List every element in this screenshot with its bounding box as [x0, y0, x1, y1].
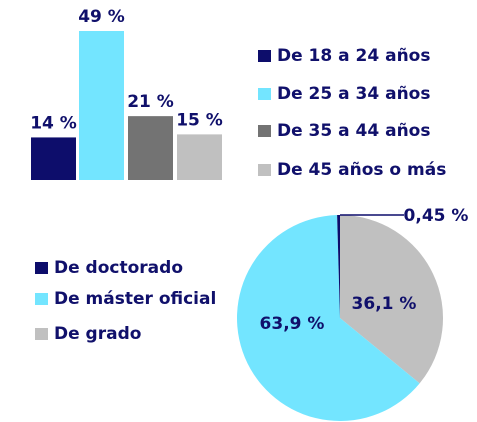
legend-swatch: [258, 50, 271, 62]
legend-label: De 25 a 34 años: [277, 84, 430, 104]
legend-label: De 18 a 24 años: [277, 46, 430, 66]
legend-swatch: [258, 88, 271, 100]
bar-label: 49 %: [78, 7, 125, 27]
legend-swatch: [35, 262, 48, 274]
bar: [177, 134, 222, 180]
legend-label: De doctorado: [54, 258, 183, 278]
bar: [128, 116, 173, 180]
bar-label: 15 %: [176, 110, 223, 130]
legend-swatch: [35, 328, 48, 340]
legend-label: De máster oficial: [54, 289, 216, 309]
legend-label: De 45 años o más: [277, 160, 446, 180]
bar-label: 14 %: [30, 113, 77, 133]
pie-label: 63,9 %: [260, 314, 325, 334]
legend-swatch: [35, 293, 48, 305]
bar: [31, 137, 76, 180]
legend-swatch: [258, 125, 271, 137]
pie-label: 0,45 %: [404, 206, 469, 226]
pie-label: 36,1 %: [352, 294, 417, 314]
legend-swatch: [258, 164, 271, 176]
bar: [79, 31, 124, 180]
legend-label: De 35 a 44 años: [277, 121, 430, 141]
pie-slice: [236, 215, 420, 421]
pie-slice: [340, 215, 443, 384]
pie-slice: [337, 215, 340, 318]
bar-label: 21 %: [127, 92, 174, 112]
legend-label: De grado: [54, 324, 141, 344]
